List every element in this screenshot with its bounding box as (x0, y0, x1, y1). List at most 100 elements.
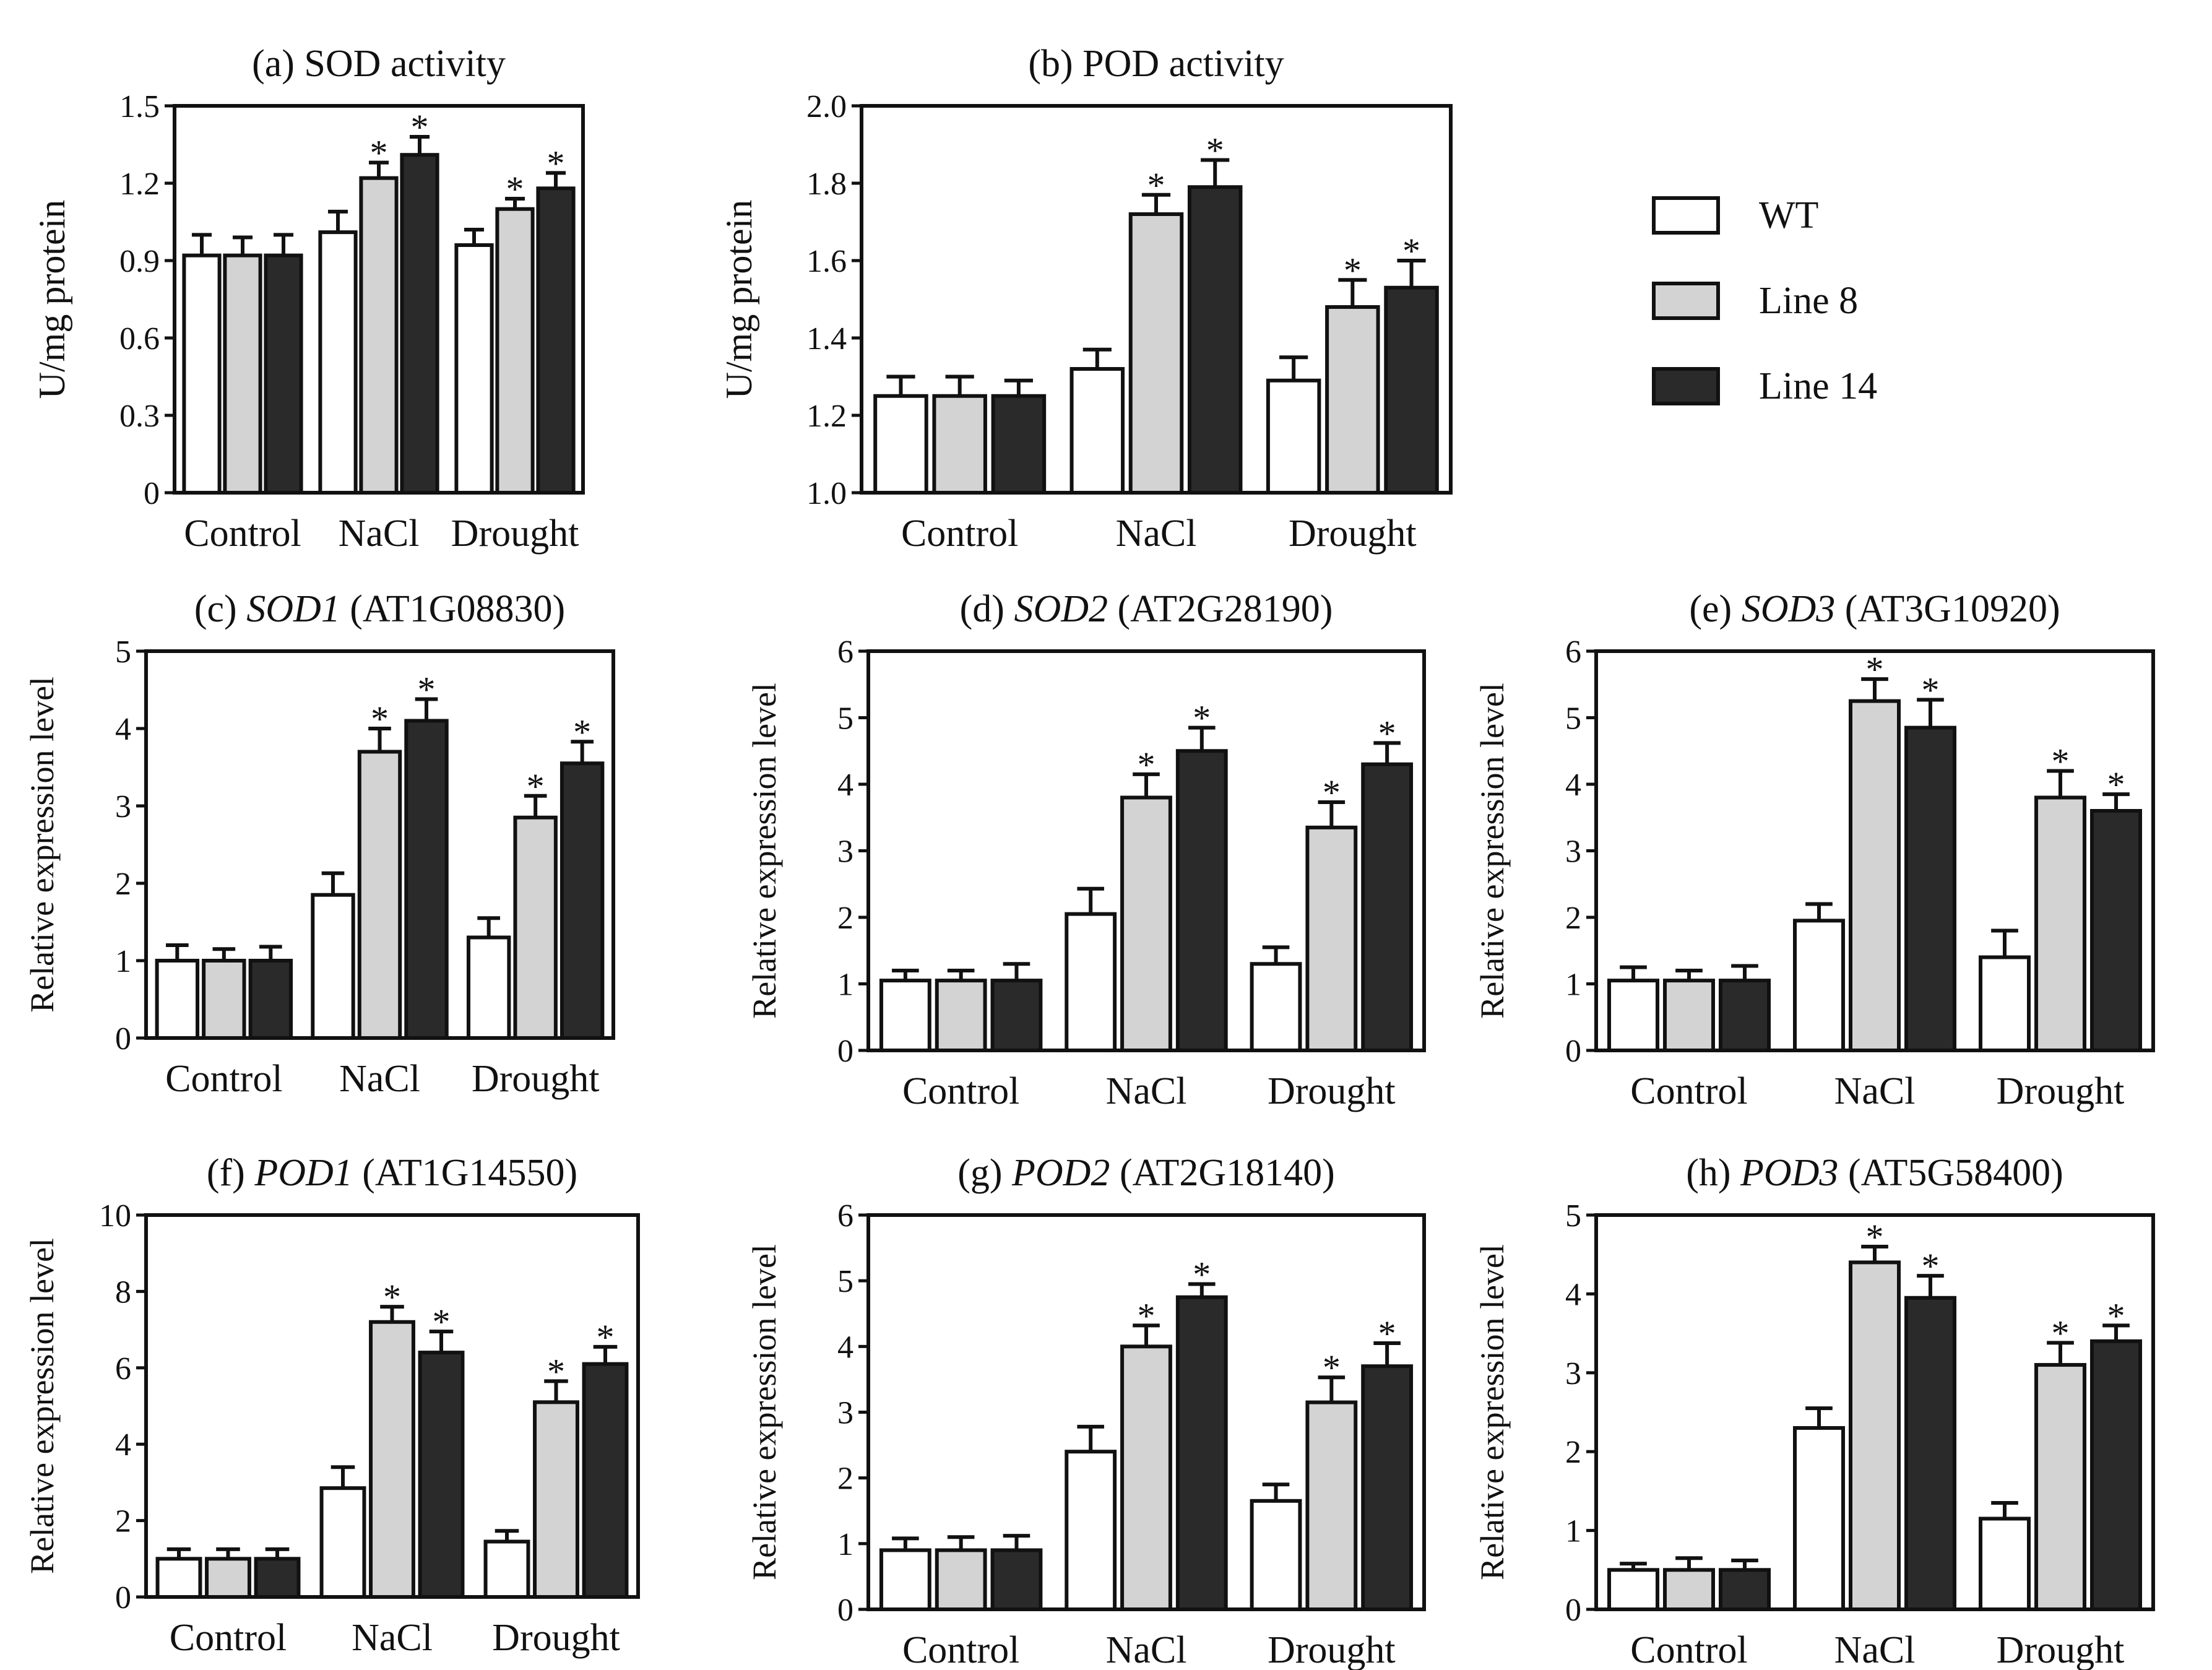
y-tick-label: 2 (1565, 1435, 1581, 1470)
y-axis-label: Relative expression level (24, 677, 61, 1013)
category-label: Control (1630, 1070, 1747, 1112)
legend: WT Line 8 Line 14 (1652, 194, 1877, 407)
y-tick-label: 6 (1565, 634, 1581, 670)
bar (1065, 912, 1117, 1052)
bar (1187, 185, 1243, 495)
bar (418, 1351, 465, 1599)
bar (205, 1557, 251, 1599)
category-label: Control (1630, 1629, 1747, 1670)
bar (1305, 825, 1358, 1052)
bar (318, 230, 358, 495)
y-tick-label: 2.0 (806, 89, 847, 124)
y-tick-label: 4 (1565, 1277, 1581, 1312)
y-tick-label: 1 (837, 1527, 853, 1562)
y-tick-label: 1.4 (806, 321, 847, 357)
panel-title: (h) POD3 (AT5G58400) (1686, 1152, 2063, 1194)
bar (1719, 1568, 1771, 1612)
panel-e: (e) SOD3 (AT3G10920) 0 1 2 3 4 5 6 Relative expr… (1474, 588, 2155, 1112)
significance-star: * (1193, 1254, 1211, 1294)
bar (879, 1548, 931, 1611)
title-prefix: (g) (957, 1152, 1012, 1194)
bar (582, 1362, 629, 1599)
y-axis-label: Relative expression level (1474, 1244, 1511, 1580)
y-tick-label: 2 (837, 901, 853, 936)
panel-f: (f) POD1 (AT1G14550) 0 2 4 6 8 10 Relative expr… (24, 1152, 640, 1659)
bar (935, 979, 987, 1052)
significance-star: * (1922, 670, 1940, 710)
title-gene: POD3 (1740, 1152, 1838, 1194)
bar (495, 207, 535, 495)
significance-star: * (1866, 649, 1884, 690)
category-label: Control (170, 1617, 287, 1659)
legend-label: WT (1759, 194, 1818, 236)
y-axis-label: Relative expression level (746, 683, 783, 1019)
panel-h: (h) POD3 (AT5G58400) 0 1 2 3 4 5 Relative expre… (1474, 1152, 2155, 1670)
title-gene: SOD1 (246, 588, 340, 630)
panel-title: (c) SOD1 (AT1G08830) (194, 588, 565, 630)
bar (311, 893, 355, 1040)
bar (932, 394, 987, 495)
title-prefix: (f) (207, 1152, 254, 1194)
y-axis-label: U/mg protein (32, 200, 72, 399)
legend-swatch (1652, 282, 1720, 320)
bar (1663, 1568, 1715, 1612)
y-tick-label: 2 (837, 1461, 853, 1497)
y-tick-label: 6 (837, 1198, 853, 1234)
y-tick-label: 3 (115, 789, 131, 824)
category-label: Drought (1289, 513, 1417, 555)
bar (2090, 809, 2142, 1052)
title-gene: SOD2 (1014, 588, 1108, 630)
panel-c: (c) SOD1 (AT1G08830) 0 1 2 3 4 5 Relative expre… (24, 588, 615, 1100)
significance-star: * (547, 1351, 565, 1391)
y-tick-label: 3 (837, 1396, 853, 1431)
category-label: Drought (1268, 1070, 1396, 1112)
bar (873, 394, 928, 495)
y-tick-label: 0 (1565, 1034, 1581, 1069)
panel-title: (d) SOD2 (AT2G28190) (960, 588, 1333, 630)
category-label: Drought (492, 1617, 620, 1659)
bar (1250, 962, 1302, 1052)
bar (1250, 1499, 1302, 1611)
significance-star: * (1323, 1348, 1341, 1388)
bar (404, 719, 449, 1040)
category-label: Drought (1268, 1629, 1396, 1670)
bar (319, 1486, 366, 1599)
bar (1361, 1364, 1414, 1612)
bar (1663, 979, 1715, 1052)
plot-frame (173, 104, 585, 495)
y-tick-label: 1.5 (119, 89, 160, 124)
y-tick-label: 2 (1565, 901, 1581, 936)
y-tick-label: 5 (115, 634, 131, 670)
plot-frame (866, 649, 1426, 1052)
significance-star: * (1344, 250, 1362, 290)
y-tick-label: 0.3 (119, 399, 160, 434)
significance-star: * (1866, 1217, 1884, 1257)
bar (2034, 795, 2086, 1052)
significance-star: * (418, 670, 436, 710)
y-tick-label: 1 (837, 967, 853, 1003)
significance-star: * (2052, 1313, 2070, 1353)
bar (1120, 795, 1172, 1052)
y-tick-label: 0 (1565, 1593, 1581, 1628)
significance-star: * (1138, 745, 1156, 785)
category-label: Drought (1997, 1629, 2125, 1670)
significance-star: * (371, 699, 389, 739)
y-tick-label: 1.2 (806, 399, 847, 434)
title-prefix: (e) (1689, 588, 1741, 630)
bar (1065, 1450, 1117, 1611)
category-label: NaCl (1106, 1070, 1187, 1112)
significance-star: * (433, 1302, 451, 1342)
y-tick-label: 1.0 (806, 476, 847, 511)
significance-star: * (573, 712, 591, 752)
bar (990, 979, 1043, 1052)
y-tick-label: 0.9 (119, 244, 160, 279)
plot-frame (144, 1213, 640, 1599)
category-label: NaCl (339, 513, 420, 555)
significance-star: * (1378, 713, 1396, 753)
title-suffix: (AT3G10920) (1835, 588, 2060, 630)
y-tick-label: 8 (115, 1274, 131, 1310)
category-label: NaCl (1834, 1070, 1916, 1112)
y-axis-label: Relative expression level (24, 1238, 61, 1574)
title-gene: POD1 (254, 1152, 352, 1194)
title-prefix: (d) (960, 588, 1014, 630)
